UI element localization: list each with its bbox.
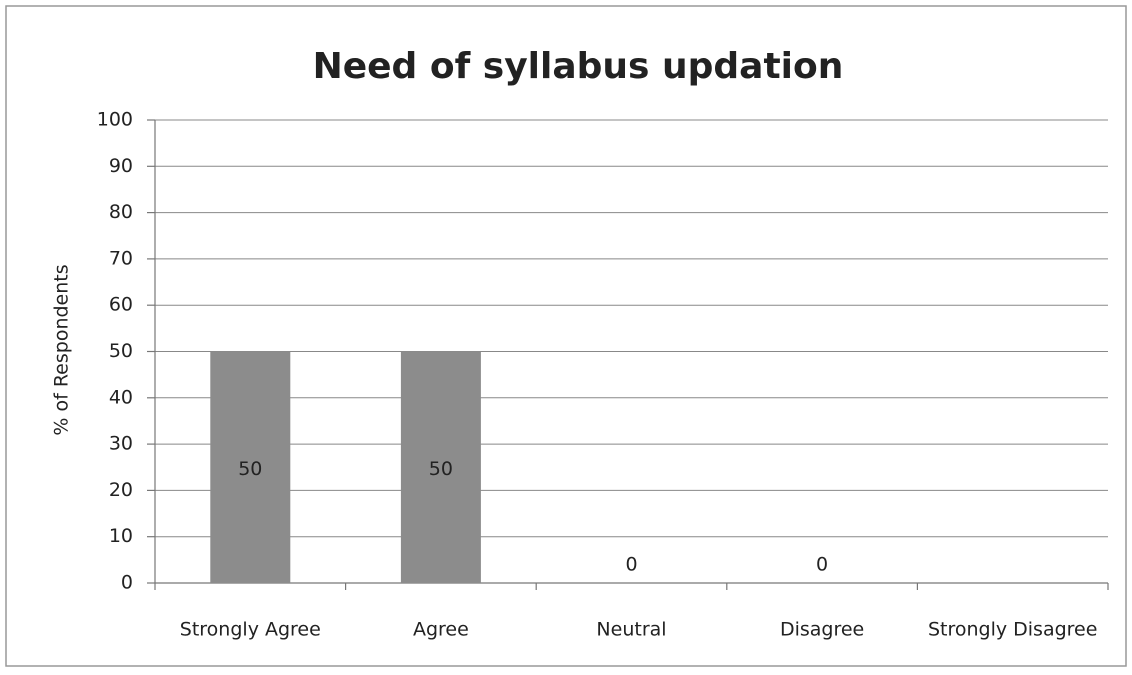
x-tick-label: Disagree: [780, 619, 864, 641]
y-tick-label: 50: [109, 340, 133, 362]
y-tick-label: 20: [109, 479, 133, 501]
data-label: 50: [238, 458, 262, 480]
bar: [210, 351, 291, 583]
bar: [400, 351, 481, 583]
y-tick-label: 40: [109, 386, 133, 408]
x-tick-label: Agree: [413, 619, 469, 641]
y-tick-label: 80: [109, 201, 133, 223]
y-tick-label: 100: [97, 109, 133, 131]
y-tick-label: 10: [109, 525, 133, 547]
chart-border: [5, 5, 1127, 667]
x-tick-label: Strongly Agree: [180, 619, 321, 641]
y-tick-label: 90: [109, 155, 133, 177]
y-tick-label: 60: [109, 294, 133, 316]
y-axis-label: % of Respondents: [51, 264, 73, 435]
y-tick-label: 70: [109, 247, 133, 269]
x-tick-label: Strongly Disagree: [928, 619, 1097, 641]
y-tick-label: 30: [109, 433, 133, 455]
y-tick-label: 0: [121, 572, 133, 594]
data-label: 50: [429, 458, 453, 480]
data-label: 0: [816, 554, 828, 576]
data-label: 0: [625, 554, 637, 576]
chart-title: Need of syllabus updation: [313, 46, 844, 87]
x-tick-label: Neutral: [596, 619, 666, 641]
